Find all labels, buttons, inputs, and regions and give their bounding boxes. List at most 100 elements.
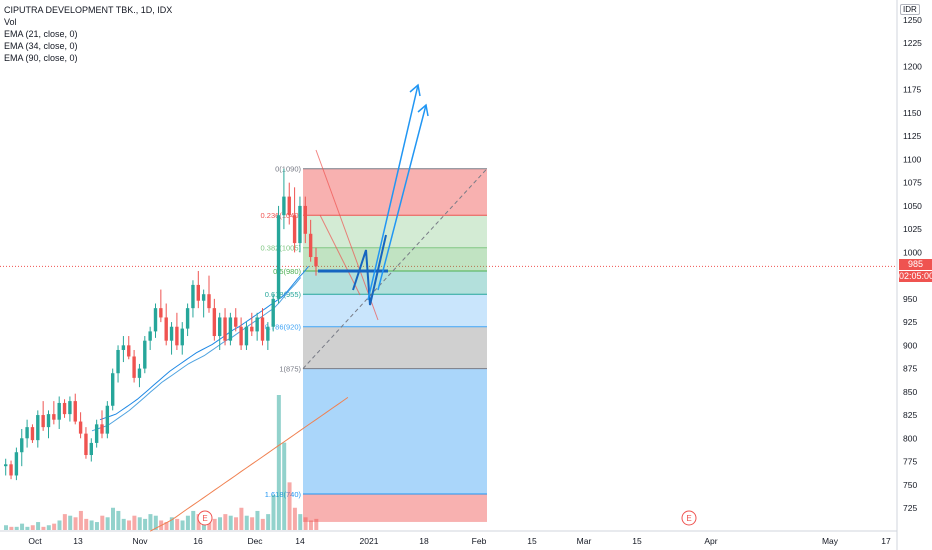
candle-body — [105, 405, 110, 434]
currency-label[interactable]: IDR — [900, 4, 920, 15]
volume-bar — [287, 482, 292, 530]
y-tick-label: 1175 — [903, 85, 922, 95]
candle-body — [52, 414, 56, 420]
candle-body — [127, 345, 131, 357]
fib-zone — [303, 326, 487, 369]
fib-zone — [303, 270, 487, 295]
y-tick-label: 1200 — [903, 61, 922, 71]
y-tick-label: 1125 — [903, 131, 922, 141]
candle-body — [287, 196, 291, 216]
volume-bar — [116, 510, 121, 530]
y-tick-label: 725 — [903, 503, 917, 513]
countdown-badge: 02:05:00 — [899, 271, 932, 282]
volume-bar — [46, 525, 51, 530]
x-tick-label: Apr — [704, 536, 717, 546]
y-tick-label: 1100 — [903, 154, 922, 164]
y-tick-label: 1050 — [903, 201, 922, 211]
candle-body — [68, 401, 72, 415]
volume-bar — [127, 520, 132, 530]
volume-bar — [164, 522, 169, 530]
candle-body — [4, 464, 8, 467]
volume-bar — [9, 526, 14, 530]
volume-bar — [73, 517, 78, 530]
y-tick-label: 800 — [903, 433, 917, 443]
candle-body — [180, 328, 184, 346]
fib-zone — [303, 368, 487, 495]
y-tick-label: 1075 — [903, 178, 922, 188]
candle-body — [30, 427, 35, 441]
volume-bar — [148, 514, 153, 530]
y-tick-label: 1225 — [903, 38, 922, 48]
volume-bar — [191, 510, 196, 530]
candle-body — [25, 427, 29, 439]
volume-bar — [105, 517, 110, 530]
volume-bar — [260, 518, 265, 530]
candle-body — [46, 414, 51, 428]
volume-bar — [84, 518, 89, 530]
candle-body — [159, 308, 163, 318]
candle-body — [84, 433, 88, 456]
candle-body — [41, 415, 45, 428]
candle-body — [303, 205, 307, 234]
y-tick-label: 750 — [903, 480, 917, 490]
volume-bar — [223, 514, 228, 530]
earnings-event-label: E — [686, 514, 691, 523]
x-tick-label: 16 — [193, 536, 203, 546]
channel-line-lower — [319, 214, 361, 296]
ema90-line — [149, 396, 349, 532]
candle-body — [282, 196, 286, 216]
candle-body — [9, 464, 13, 476]
fib-zone — [303, 294, 487, 327]
candle-body — [201, 294, 206, 301]
earnings-event-marker — [681, 510, 697, 526]
projection-zigzag — [352, 234, 387, 306]
candle-body — [57, 402, 61, 420]
candle-body — [260, 317, 265, 341]
volume-bar — [20, 523, 25, 530]
volume-bar — [78, 510, 83, 530]
candle-body — [111, 373, 115, 406]
y-tick-label: 1000 — [903, 247, 922, 257]
volume-bar — [276, 395, 281, 530]
fib-zone — [303, 247, 487, 271]
volume-bar — [137, 517, 142, 530]
volume-bar — [30, 525, 35, 530]
x-tick-label: 15 — [632, 536, 642, 546]
candle-body — [132, 356, 136, 378]
y-tick-label: 775 — [903, 457, 917, 467]
candle-body — [218, 317, 222, 337]
candle-body — [244, 326, 249, 346]
candle-body — [36, 415, 40, 441]
candle-body — [276, 215, 281, 299]
y-tick-label: 875 — [903, 364, 917, 374]
y-tick-label: 950 — [903, 294, 917, 304]
y-tick-label: 1150 — [903, 108, 922, 118]
x-tick-label: Oct — [28, 536, 42, 546]
fib-zone — [303, 494, 487, 522]
candle-body — [314, 257, 318, 267]
volume-bar — [292, 507, 297, 530]
volume-bar — [175, 518, 180, 530]
earnings-event-marker — [197, 510, 213, 526]
fib-level-label: 0.786(920) — [265, 323, 302, 332]
candle-body — [164, 317, 168, 341]
candle-body — [255, 317, 259, 332]
volume-bar — [303, 517, 308, 530]
y-tick-label: 1250 — [903, 15, 922, 25]
candle-body — [100, 424, 104, 434]
candle-body — [298, 205, 302, 244]
candle-body — [169, 326, 174, 341]
volume-bar — [36, 522, 41, 530]
legend-ema34: EMA (34, close, 0) — [4, 41, 78, 51]
x-tick-label: Dec — [247, 536, 263, 546]
volume-bar — [255, 510, 260, 530]
y-tick-label: 925 — [903, 317, 917, 327]
x-tick-label: 14 — [295, 536, 305, 546]
x-tick-label: May — [822, 536, 839, 546]
candle-body — [143, 340, 147, 369]
target-arrow-1-head — [409, 83, 421, 97]
volume-bar — [308, 520, 313, 530]
volume-bar — [212, 518, 217, 530]
earnings-event-label: E — [202, 514, 207, 523]
